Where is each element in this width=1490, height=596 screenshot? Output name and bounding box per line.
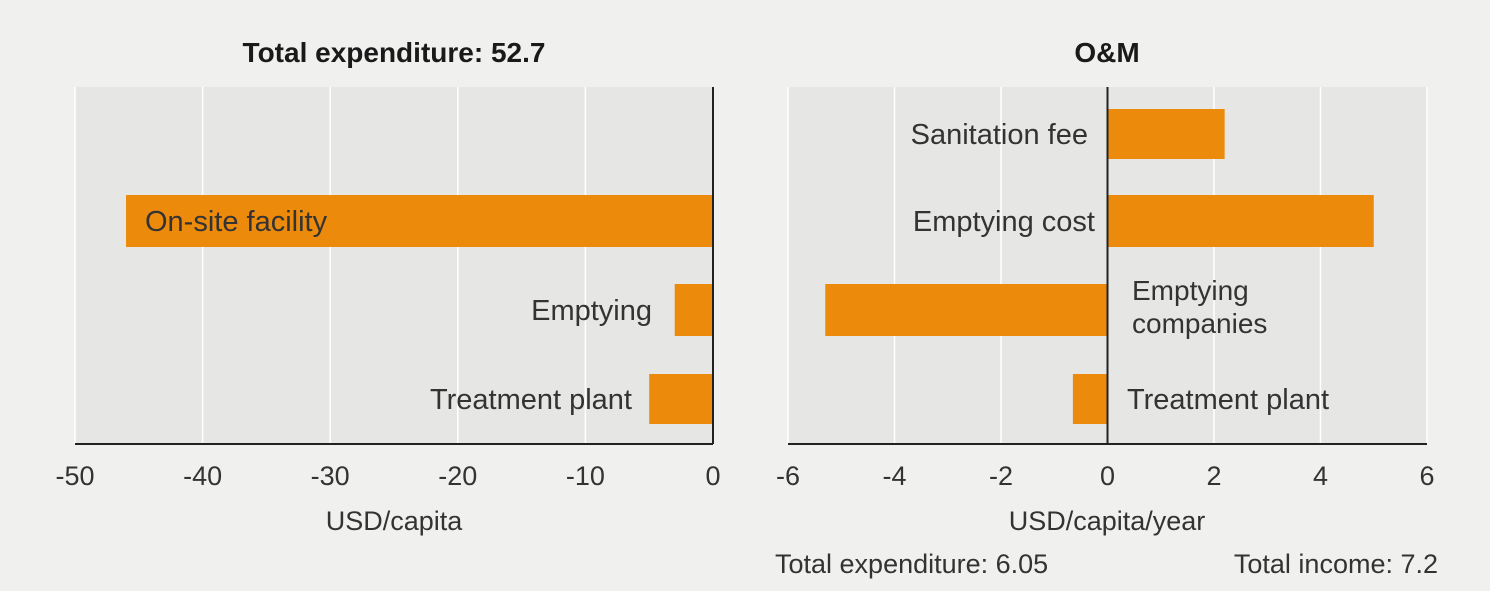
x-tick-label: 6 (1419, 461, 1434, 491)
category-label: Treatment plant (430, 384, 632, 416)
chart-om: -6 -4 -2 0 2 4 6 Sanitation fee Emptying cost Em… (775, 37, 1438, 579)
x-tick-label: -4 (882, 461, 906, 491)
x-axis-label-right: USD/capita/year (1009, 506, 1206, 536)
x-tick-label: -30 (311, 461, 350, 491)
total-expenditure-note: Total expenditure: 6.05 (775, 549, 1048, 579)
bar (674, 284, 713, 336)
x-tick-label: 4 (1313, 461, 1328, 491)
x-axis-label-left: USD/capita (326, 506, 464, 536)
x-tick-label: -6 (776, 461, 800, 491)
category-label: Emptying cost (913, 206, 1095, 238)
bar (825, 284, 1108, 336)
x-tick-label: -2 (989, 461, 1013, 491)
grid-left (74, 87, 587, 444)
category-labels-left: On-site facility Emptying Treatment plant (145, 206, 652, 416)
plot-area-left (75, 87, 713, 444)
x-tick-label: -10 (566, 461, 605, 491)
x-tick-label: -20 (438, 461, 477, 491)
category-label: On-site facility (145, 206, 328, 238)
category-labels-right: Sanitation fee Emptying cost Emptying compa… (911, 119, 1329, 416)
x-tick-label: -50 (55, 461, 94, 491)
category-label: Emptying companies (1132, 275, 1267, 339)
bar (649, 374, 713, 424)
category-label: Sanitation fee (911, 119, 1088, 151)
x-tick-label: 2 (1206, 461, 1221, 491)
chart-total-expenditure: -50 -40 -30 -20 -10 0 On-site facility Emptyin… (55, 37, 720, 536)
chart-title-left: Total expenditure: 52.7 (243, 37, 546, 68)
category-label: Treatment plant (1127, 384, 1329, 416)
tick-labels-right: -6 -4 -2 0 2 4 6 (776, 461, 1435, 491)
bar (1072, 374, 1108, 424)
chart-title-right: O&M (1074, 37, 1139, 68)
x-tick-label: 0 (705, 461, 720, 491)
x-tick-label: -40 (183, 461, 222, 491)
x-tick-label: 0 (1100, 461, 1115, 491)
total-income-note: Total income: 7.2 (1234, 549, 1438, 579)
bar (126, 195, 714, 247)
bars-right (825, 109, 1374, 424)
bar (1107, 195, 1374, 247)
bar (1107, 109, 1225, 159)
tick-labels-left: -50 -40 -30 -20 -10 0 (55, 461, 720, 491)
category-label: Emptying (531, 295, 652, 327)
bars-left (126, 195, 714, 424)
